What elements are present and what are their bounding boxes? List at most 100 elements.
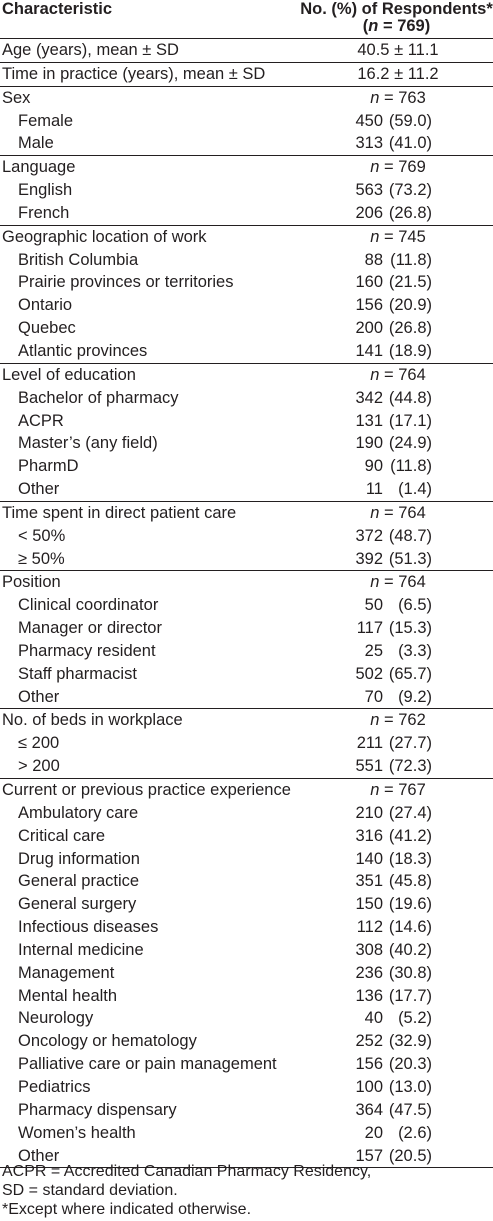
- section-row: Time in practice (years), mean ± SD 16.2 …: [0, 63, 493, 86]
- count: 351: [355, 872, 383, 891]
- row-label: French: [18, 203, 70, 222]
- percent: (45.8): [388, 872, 432, 891]
- data-row: Male 313 (41.0): [0, 132, 493, 155]
- n-symbol: n: [370, 503, 380, 522]
- section: Time in practice (years), mean ± SD 16.2 …: [0, 61, 493, 86]
- table-body: Age (years), mean ± SD 40.5 ± 11.1 Time in…: [0, 38, 493, 1169]
- count: 313: [355, 134, 383, 153]
- data-row: Critical care 316 (41.2): [0, 825, 493, 848]
- data-row: PharmD 90 (11.8): [0, 455, 493, 478]
- data-row: Pharmacy dispensary 364 (47.5): [0, 1099, 493, 1122]
- data-row: Bachelor of pharmacy 342 (44.8): [0, 387, 493, 410]
- count: 90: [364, 457, 383, 476]
- row-label: Palliative care or pain management: [18, 1055, 277, 1074]
- section-row: Geographic location of work n = 745: [0, 226, 493, 249]
- percent: (5.2): [398, 1009, 432, 1028]
- row-label: Manager or director: [18, 619, 162, 638]
- data-row: Infectious diseases 112 (14.6): [0, 916, 493, 939]
- count: 236: [355, 963, 383, 982]
- section-label: Language: [2, 158, 76, 177]
- percent: (41.2): [388, 826, 432, 845]
- percent: (3.3): [398, 641, 432, 660]
- percent: (18.3): [388, 849, 432, 868]
- data-row: Mental health 136 (17.7): [0, 985, 493, 1008]
- count: 25: [364, 641, 383, 660]
- section-label: Time in practice (years), mean ± SD: [2, 64, 266, 83]
- count: 210: [355, 803, 383, 822]
- percent: (1.4): [398, 480, 432, 499]
- percent: (20.3): [388, 1055, 432, 1074]
- section-n: n = 764: [302, 502, 493, 525]
- section-n: n = 764: [302, 364, 493, 387]
- percent: (18.9): [388, 341, 432, 360]
- count: 40: [364, 1009, 383, 1028]
- row-label: ≥ 50%: [18, 549, 65, 568]
- data-row: Atlantic provinces 141 (18.9): [0, 340, 493, 363]
- section-row: Current or previous practice experience n…: [0, 779, 493, 802]
- section-n: n = 745: [302, 226, 493, 249]
- data-row: Master’s (any field) 190 (24.9): [0, 432, 493, 455]
- count: 160: [355, 273, 383, 292]
- row-label: Pharmacy dispensary: [18, 1100, 177, 1119]
- data-row: General practice 351 (45.8): [0, 870, 493, 893]
- data-row: Prairie provinces or territories 160 (21.5…: [0, 271, 493, 294]
- percent: (19.6): [388, 895, 432, 914]
- data-row: Pharmacy resident 25 (3.3): [0, 640, 493, 663]
- percent: (27.4): [388, 803, 432, 822]
- percent: (48.7): [388, 526, 432, 545]
- footnote: SD = standard deviation.: [2, 1182, 178, 1199]
- row-label: Critical care: [18, 826, 106, 845]
- data-row: Manager or director 117 (15.3): [0, 617, 493, 640]
- row-label: General practice: [18, 872, 140, 891]
- data-row: British Columbia 88 (11.8): [0, 249, 493, 272]
- footnotes: ACPR = Accredited Canadian Pharmacy Resi…: [2, 1162, 371, 1219]
- row-label: Women’s health: [18, 1123, 136, 1142]
- data-row: Pediatrics 100 (13.0): [0, 1076, 493, 1099]
- count: 450: [355, 111, 383, 130]
- footnote: *Except where indicated otherwise.: [2, 1201, 252, 1218]
- row-label: Prairie provinces or territories: [18, 273, 234, 292]
- section: Current or previous practice experience n…: [0, 778, 493, 1169]
- row-label: Mental health: [18, 986, 118, 1005]
- percent: (27.7): [388, 734, 432, 753]
- count: 131: [355, 411, 383, 430]
- n-symbol: n: [370, 88, 380, 107]
- data-row: > 200 551 (72.3): [0, 755, 493, 778]
- data-row: ACPR 131 (17.1): [0, 410, 493, 433]
- row-label: ACPR: [18, 411, 64, 430]
- section: Language n = 769 English 563 (73.2) French 206…: [0, 155, 493, 225]
- n-value: = 767: [384, 781, 426, 799]
- count: 551: [355, 757, 383, 776]
- section: Time spent in direct patient care n = 764…: [0, 500, 493, 571]
- data-row: < 50% 372 (48.7): [0, 525, 493, 548]
- section-label: Sex: [2, 88, 31, 107]
- percent: (11.8): [390, 250, 432, 269]
- count: 206: [355, 203, 383, 222]
- count: 252: [355, 1032, 383, 1051]
- section: Level of education n = 764 Bachelor of pha…: [0, 362, 493, 501]
- row-label: Atlantic provinces: [18, 341, 148, 360]
- data-row: Ambulatory care 210 (27.4): [0, 802, 493, 825]
- n-symbol: n: [370, 158, 380, 177]
- section-value: 16.2 ± 11.2: [357, 64, 439, 83]
- data-row: French 206 (26.8): [0, 202, 493, 225]
- percent: (40.2): [388, 940, 432, 959]
- data-row: Women’s health 20 (2.6): [0, 1122, 493, 1145]
- section-n: n = 769: [302, 156, 493, 179]
- percent: (17.1): [388, 411, 432, 430]
- row-label: ≤ 200: [18, 734, 60, 753]
- percent: (65.7): [388, 664, 432, 683]
- percent: (13.0): [388, 1077, 432, 1096]
- row-label: Quebec: [18, 319, 76, 338]
- data-row: ≤ 200 211 (27.7): [0, 732, 493, 755]
- section-n: n = 763: [302, 87, 493, 110]
- row-label: Drug information: [18, 849, 140, 868]
- percent: (14.6): [388, 918, 432, 937]
- header-value: No. (%) of Respondents*: [300, 0, 493, 18]
- count: 190: [355, 434, 383, 453]
- row-label: Neurology: [18, 1009, 94, 1028]
- count: 136: [355, 986, 383, 1005]
- n-value: = 745: [384, 227, 426, 246]
- n-value: = 764: [384, 365, 426, 384]
- row-label: Other: [18, 1146, 60, 1165]
